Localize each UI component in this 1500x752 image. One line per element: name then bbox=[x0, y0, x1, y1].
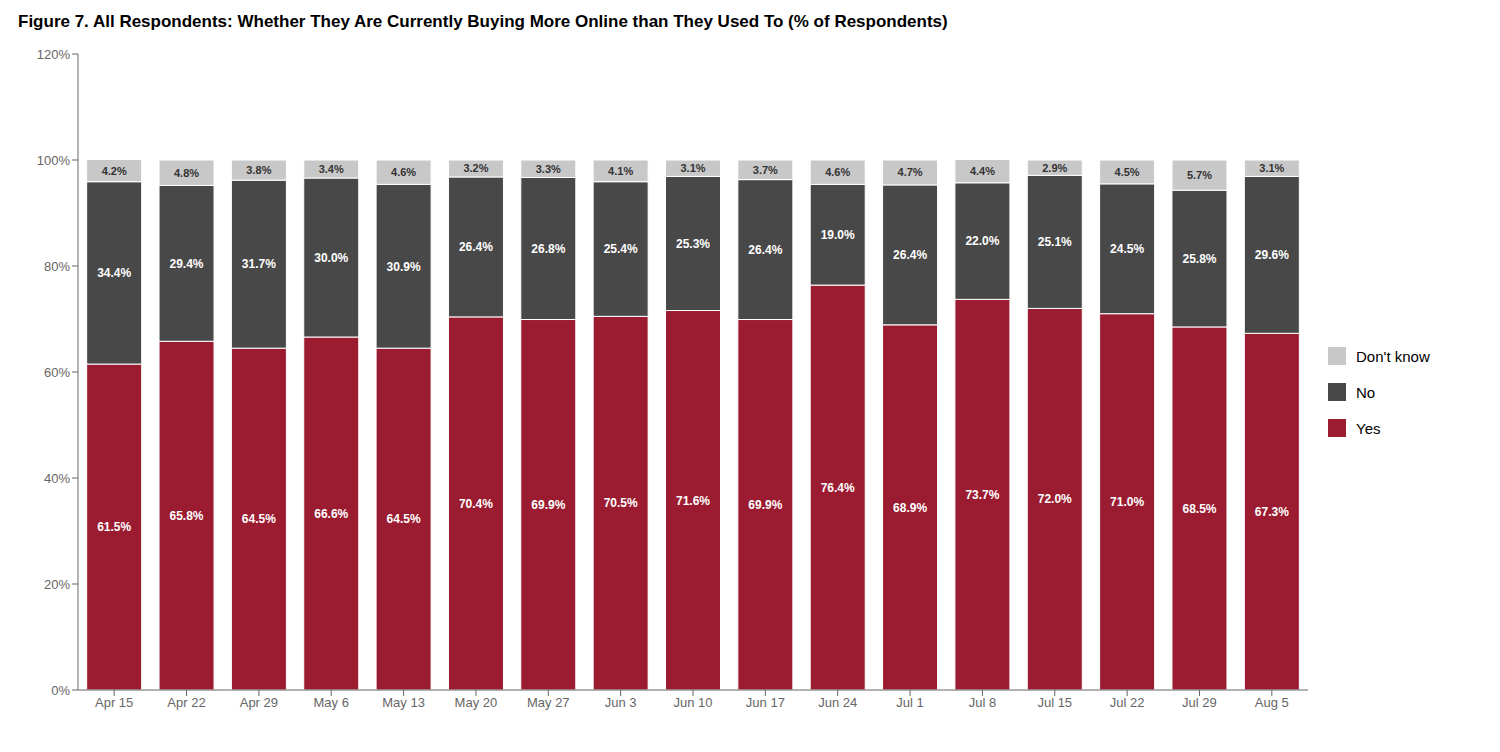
svg-text:100%: 100% bbox=[37, 153, 71, 168]
svg-text:64.5%: 64.5% bbox=[387, 512, 421, 526]
svg-text:Jul 1: Jul 1 bbox=[896, 695, 923, 710]
svg-text:22.0%: 22.0% bbox=[965, 234, 999, 248]
svg-text:60%: 60% bbox=[44, 365, 70, 380]
svg-text:Jun 24: Jun 24 bbox=[818, 695, 857, 710]
svg-text:29.4%: 29.4% bbox=[170, 257, 204, 271]
svg-text:64.5%: 64.5% bbox=[242, 512, 276, 526]
svg-text:4.6%: 4.6% bbox=[391, 166, 416, 178]
svg-text:Apr 15: Apr 15 bbox=[95, 695, 133, 710]
svg-text:30.9%: 30.9% bbox=[387, 260, 421, 274]
svg-text:3.2%: 3.2% bbox=[463, 162, 488, 174]
svg-text:0%: 0% bbox=[51, 683, 70, 698]
svg-text:Jul 29: Jul 29 bbox=[1182, 695, 1217, 710]
svg-text:120%: 120% bbox=[37, 47, 71, 62]
svg-text:Jun 17: Jun 17 bbox=[746, 695, 785, 710]
svg-text:67.3%: 67.3% bbox=[1255, 505, 1289, 519]
svg-text:3.1%: 3.1% bbox=[680, 162, 705, 174]
html-text:Don't know: Don't know bbox=[1356, 347, 1430, 365]
svg-text:4.8%: 4.8% bbox=[174, 167, 199, 179]
svg-text:3.7%: 3.7% bbox=[753, 164, 778, 176]
svg-text:3.3%: 3.3% bbox=[536, 163, 561, 175]
svg-text:5.7%: 5.7% bbox=[1187, 169, 1212, 181]
svg-text:4.5%: 4.5% bbox=[1115, 166, 1140, 178]
svg-text:3.4%: 3.4% bbox=[319, 163, 344, 175]
svg-text:Jun 3: Jun 3 bbox=[605, 695, 637, 710]
svg-text:Aug 5: Aug 5 bbox=[1255, 695, 1289, 710]
svg-text:30.0%: 30.0% bbox=[314, 251, 348, 265]
svg-text:71.0%: 71.0% bbox=[1110, 495, 1144, 509]
svg-text:Jul 15: Jul 15 bbox=[1037, 695, 1072, 710]
svg-text:26.4%: 26.4% bbox=[893, 248, 927, 262]
svg-text:26.4%: 26.4% bbox=[459, 240, 493, 254]
svg-text:69.9%: 69.9% bbox=[531, 498, 565, 512]
svg-text:66.6%: 66.6% bbox=[314, 507, 348, 521]
svg-text:76.4%: 76.4% bbox=[821, 481, 855, 495]
svg-text:26.8%: 26.8% bbox=[531, 242, 565, 256]
svg-text:May 6: May 6 bbox=[314, 695, 349, 710]
svg-text:May 27: May 27 bbox=[527, 695, 570, 710]
svg-text:4.6%: 4.6% bbox=[825, 166, 850, 178]
svg-text:Apr 22: Apr 22 bbox=[167, 695, 205, 710]
svg-text:Jul 8: Jul 8 bbox=[969, 695, 996, 710]
svg-text:61.5%: 61.5% bbox=[97, 520, 131, 534]
svg-text:25.3%: 25.3% bbox=[676, 237, 710, 251]
html-text:Figure 7. All Respondents: Whe: Figure 7. All Respondents: Whether They … bbox=[18, 12, 948, 31]
svg-text:Jun 10: Jun 10 bbox=[673, 695, 712, 710]
svg-text:31.7%: 31.7% bbox=[242, 257, 276, 271]
svg-text:4.2%: 4.2% bbox=[102, 165, 127, 177]
svg-text:40%: 40% bbox=[44, 471, 70, 486]
html-text:No: No bbox=[1356, 383, 1376, 401]
svg-text:69.9%: 69.9% bbox=[748, 498, 782, 512]
svg-text:25.1%: 25.1% bbox=[1038, 235, 1072, 249]
svg-text:3.1%: 3.1% bbox=[1259, 162, 1284, 174]
svg-text:4.1%: 4.1% bbox=[608, 165, 633, 177]
svg-text:3.8%: 3.8% bbox=[246, 164, 271, 176]
svg-text:4.4%: 4.4% bbox=[970, 165, 995, 177]
svg-text:29.6%: 29.6% bbox=[1255, 248, 1289, 262]
svg-text:19.0%: 19.0% bbox=[821, 228, 855, 242]
svg-text:25.4%: 25.4% bbox=[604, 242, 638, 256]
svg-text:68.9%: 68.9% bbox=[893, 501, 927, 515]
svg-text:68.5%: 68.5% bbox=[1182, 502, 1216, 516]
html-text:Yes: Yes bbox=[1356, 419, 1381, 437]
svg-text:34.4%: 34.4% bbox=[97, 266, 131, 280]
svg-text:71.6%: 71.6% bbox=[676, 494, 710, 508]
svg-text:70.5%: 70.5% bbox=[604, 496, 638, 510]
svg-text:26.4%: 26.4% bbox=[748, 243, 782, 257]
svg-text:4.7%: 4.7% bbox=[898, 166, 923, 178]
svg-text:70.4%: 70.4% bbox=[459, 497, 493, 511]
svg-text:72.0%: 72.0% bbox=[1038, 492, 1072, 506]
svg-text:24.5%: 24.5% bbox=[1110, 242, 1144, 256]
svg-text:80%: 80% bbox=[44, 259, 70, 274]
svg-text:65.8%: 65.8% bbox=[170, 509, 204, 523]
svg-text:25.8%: 25.8% bbox=[1182, 252, 1216, 266]
svg-text:73.7%: 73.7% bbox=[965, 488, 999, 502]
svg-text:May 13: May 13 bbox=[382, 695, 425, 710]
svg-text:May 20: May 20 bbox=[455, 695, 498, 710]
svg-text:2.9%: 2.9% bbox=[1042, 162, 1067, 174]
svg-text:Apr 29: Apr 29 bbox=[240, 695, 278, 710]
svg-text:20%: 20% bbox=[44, 577, 70, 592]
svg-text:Jul 22: Jul 22 bbox=[1110, 695, 1145, 710]
